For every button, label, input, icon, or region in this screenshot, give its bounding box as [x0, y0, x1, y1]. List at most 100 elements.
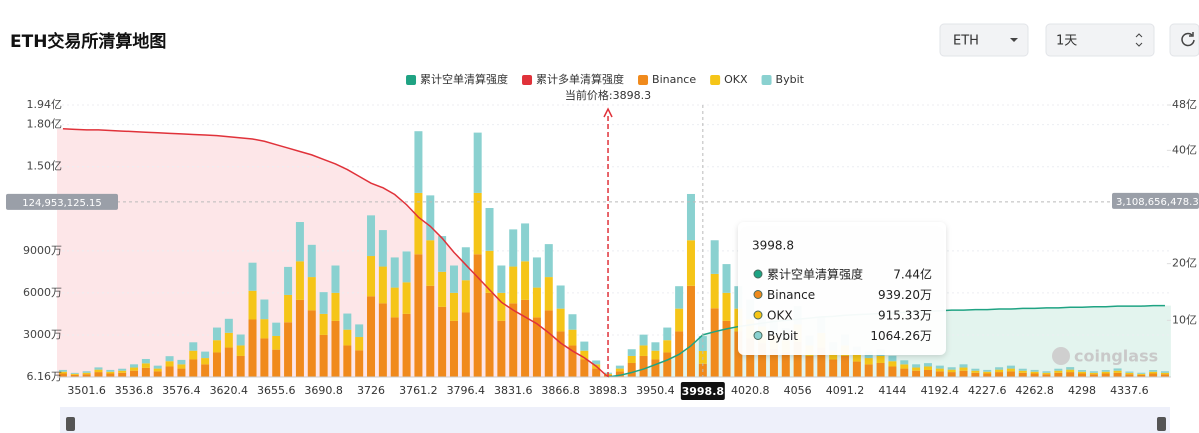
- legend-swatch: [522, 75, 533, 85]
- bar: [343, 329, 352, 346]
- bar: [900, 360, 909, 365]
- bar: [556, 308, 565, 332]
- bar: [959, 364, 968, 368]
- bar: [1113, 368, 1122, 371]
- page-title: ETH交易所清算地图: [10, 31, 166, 52]
- bar: [1113, 370, 1122, 373]
- bar: [177, 364, 186, 369]
- bar: [686, 240, 695, 286]
- bar: [639, 355, 648, 377]
- scroll-handle[interactable]: [1157, 417, 1166, 431]
- bar: [769, 348, 778, 377]
- scroll-bar[interactable]: [60, 407, 1170, 433]
- select-value[interactable]: ETH: [953, 34, 979, 49]
- bar: [746, 338, 755, 377]
- bar: [212, 327, 221, 341]
- bar: [698, 336, 707, 351]
- bar: [165, 356, 174, 362]
- bar: [307, 277, 316, 311]
- bar: [461, 280, 470, 313]
- bar: [284, 266, 293, 295]
- bar: [1042, 371, 1051, 373]
- bar: [568, 314, 577, 330]
- bar: [876, 355, 885, 363]
- tooltip-title: 3998.8: [752, 239, 794, 253]
- symbol-select[interactable]: ETH: [939, 23, 1029, 57]
- x-tick-label: 4298: [1068, 384, 1096, 397]
- bar: [852, 353, 861, 362]
- bar: [1125, 374, 1134, 377]
- x-tick-label: 4227.6: [968, 384, 1007, 397]
- bar: [153, 365, 162, 369]
- caret[interactable]: [1010, 38, 1018, 42]
- tooltip-dot: [753, 269, 763, 279]
- scroll-track[interactable]: [60, 407, 1170, 433]
- bar: [675, 308, 684, 332]
- x-tick-label: 4056: [784, 384, 812, 397]
- bar: [912, 370, 921, 377]
- bar: [1101, 370, 1110, 372]
- bar: [438, 236, 447, 272]
- bar: [829, 350, 838, 360]
- refresh-button[interactable]: [1169, 23, 1199, 57]
- bar: [153, 368, 162, 372]
- bar: [497, 292, 506, 321]
- bar: [70, 372, 79, 374]
- areas: [57, 128, 1171, 377]
- legend: 累计空单清算强度 累计多单清算强度 Binance OKX Bybit: [406, 72, 805, 86]
- x-tick-label: 3898.3: [589, 384, 628, 397]
- bar: [414, 254, 423, 377]
- bar: [509, 229, 518, 267]
- y-tick-label: 6000万: [23, 286, 62, 299]
- select-box[interactable]: [1045, 23, 1155, 57]
- bar: [1149, 371, 1158, 374]
- bar: [331, 292, 340, 321]
- line-area: [57, 128, 609, 377]
- bar: [378, 266, 387, 304]
- bar: [343, 345, 352, 377]
- x-tick-label: 4192.4: [921, 384, 960, 397]
- bar: [793, 341, 802, 377]
- overlay: 当前价格:3898.3 124,953,125.15 3,108,656,478.3…: [6, 88, 1199, 400]
- bar: [710, 240, 719, 274]
- bar: [224, 347, 233, 377]
- tooltip-dot: [753, 290, 763, 299]
- bar: [947, 372, 956, 377]
- bar: [615, 365, 624, 369]
- bar: [1030, 373, 1039, 377]
- bar: [580, 359, 589, 377]
- bar: [935, 365, 944, 369]
- bar: [141, 363, 150, 368]
- bar: [355, 350, 364, 377]
- legend-label: 累计多单清算强度: [536, 72, 624, 86]
- bar: [295, 299, 304, 377]
- select-box[interactable]: [939, 23, 1029, 57]
- button-box[interactable]: [1169, 23, 1199, 57]
- bar: [521, 299, 530, 377]
- x-tick-label: 4020.8: [731, 384, 770, 397]
- refresh-icon[interactable]: [1181, 32, 1195, 47]
- y-tick-label: 9000万: [23, 244, 62, 257]
- bar: [130, 370, 139, 377]
- legend-label: OKX: [724, 73, 748, 86]
- bar: [1042, 372, 1051, 375]
- interval-select[interactable]: 1天: [1045, 23, 1155, 57]
- bar: [1042, 374, 1051, 377]
- caret[interactable]: [1135, 33, 1143, 47]
- bar: [106, 373, 115, 377]
- select-value[interactable]: 1天: [1056, 34, 1077, 49]
- scroll-handle[interactable]: [66, 417, 75, 431]
- bar: [521, 261, 530, 300]
- bar: [58, 373, 67, 377]
- bar: [900, 364, 909, 369]
- x-tick-label: 4091.2: [826, 384, 865, 397]
- bar: [141, 358, 150, 364]
- bar: [201, 364, 210, 377]
- bar: [1030, 371, 1039, 374]
- bar: [331, 265, 340, 293]
- bar: [532, 317, 541, 377]
- bar: [319, 334, 328, 377]
- bar: [935, 368, 944, 372]
- bar: [580, 341, 589, 351]
- bar: [556, 331, 565, 377]
